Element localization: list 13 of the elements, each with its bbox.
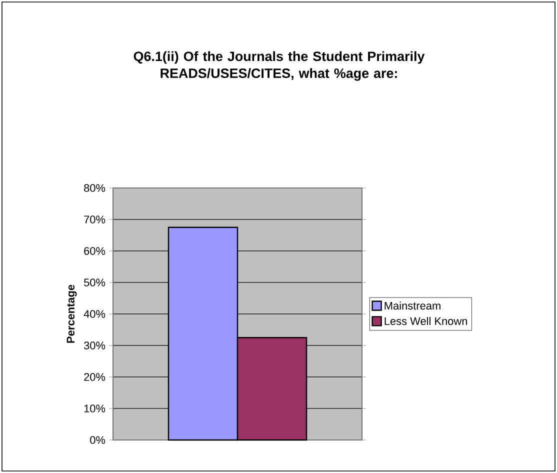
legend-label: Mainstream (384, 302, 440, 310)
chart-title: Q6.1(ii) Of the Journals the Student Primarily READS/USES/CITES, what %age are: (134, 51, 425, 81)
y-tick-label: 70% (84, 216, 106, 224)
y-tick-label: 20% (84, 373, 106, 381)
y-axis-title: Percentage (66, 284, 77, 343)
y-tick-label: 10% (84, 404, 106, 412)
y-tick-label: 60% (84, 247, 106, 255)
y-tick-label: 50% (84, 278, 106, 286)
legend-label: Less Well Known (384, 316, 467, 326)
y-tick-label: 80% (84, 184, 106, 192)
y-tick-label: 40% (84, 310, 106, 318)
y-tick-label: 30% (84, 342, 106, 350)
y-tick-label: 0% (90, 436, 106, 444)
